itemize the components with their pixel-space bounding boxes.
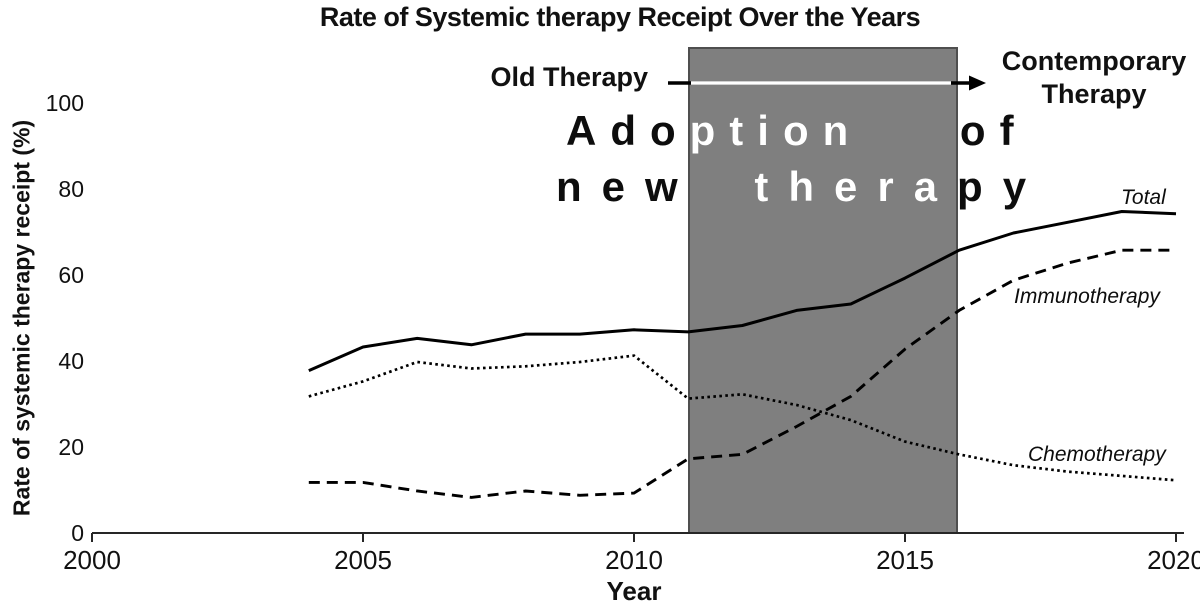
series-line-chemotherapy [308, 354, 1177, 482]
x-tick-label-2020: 2020 [1147, 545, 1200, 575]
series-label-immunotherapy: Immunotherapy [1014, 285, 1160, 308]
x-tick-label-2005: 2005 [334, 545, 392, 575]
y-tick-label-20: 20 [58, 434, 84, 460]
adoption-text-line1-overlay: Adoption of [688, 107, 957, 154]
y-tick-label-0: 0 [71, 520, 84, 546]
chart-title: Rate of Systemic therapy Receipt Over th… [319, 2, 921, 32]
x-tick-label-2000: 2000 [63, 545, 121, 575]
x-axis-label: Year [606, 576, 662, 606]
adoption-text-line1: Adoption of [566, 107, 1028, 154]
series-label-total: Total [1121, 186, 1166, 209]
contemporary-therapy-label: Contemporary Therapy [988, 45, 1200, 111]
shaded-adoption-region [688, 47, 958, 534]
y-tick-label-80: 80 [58, 176, 84, 202]
y-tick-label-40: 40 [58, 348, 84, 374]
adoption-arrow [668, 75, 986, 91]
contemporary-therapy-line2: Therapy [1041, 79, 1147, 109]
x-tick-label-2015: 2015 [876, 545, 934, 575]
contemporary-therapy-line1: Contemporary [1001, 46, 1187, 76]
x-tick-label-2010: 2010 [605, 545, 663, 575]
series-line-total [308, 210, 1177, 372]
adoption-text-white-overlay: Adoption of new therapy [688, 47, 957, 534]
y-tick-label-100: 100 [45, 90, 84, 116]
series-line-immunotherapy [308, 248, 1176, 499]
arrow-head-icon [969, 75, 986, 91]
old-therapy-label: Old Therapy [490, 62, 648, 92]
y-tick-label-60: 60 [58, 262, 84, 288]
adoption-text-line2: new therapy [556, 163, 1047, 210]
adoption-text-line2-overlay: new therapy [688, 163, 957, 210]
series-label-chemotherapy: Chemotherapy [1028, 443, 1166, 466]
